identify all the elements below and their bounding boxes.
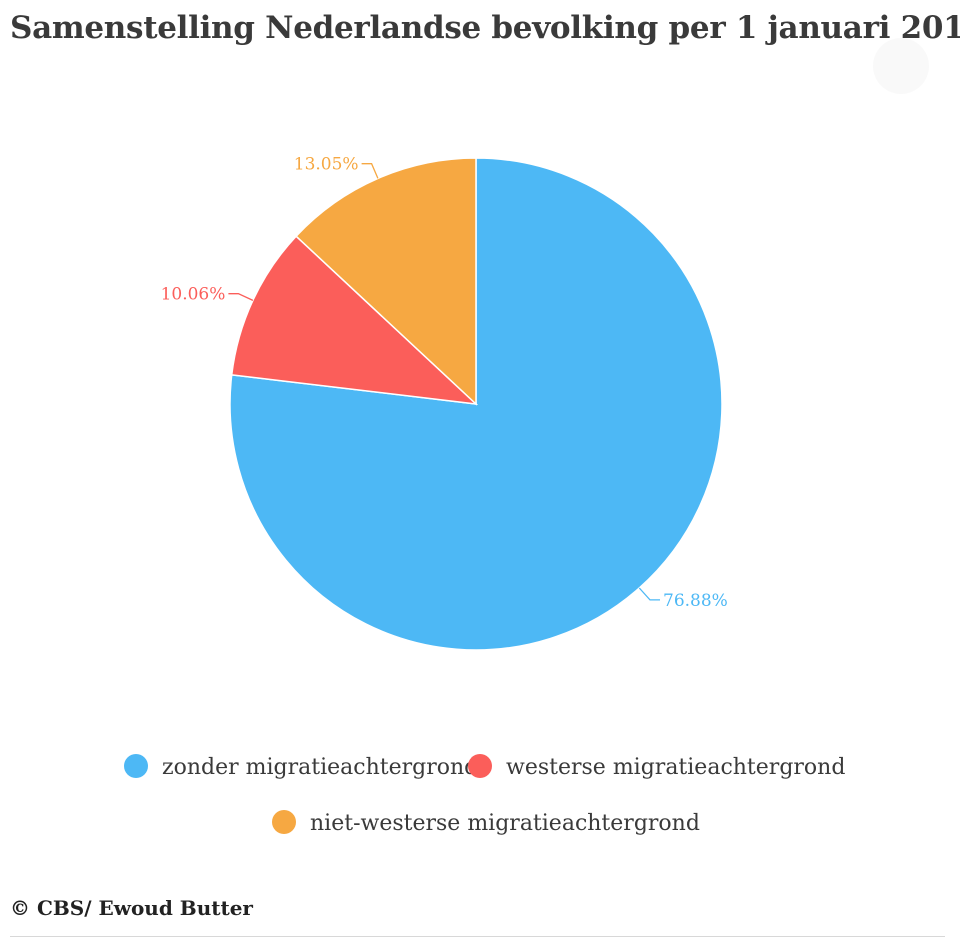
footer-divider: [10, 936, 945, 937]
label-leader-lines: [228, 163, 660, 601]
legend-label-1[interactable]: zonder migratieachtergrond: [162, 755, 478, 780]
pie-slice-3[interactable]: [295, 157, 477, 406]
share-icon[interactable]: [873, 38, 929, 94]
legend-marker-2: [468, 754, 492, 778]
legend-label-3[interactable]: niet-westerse migratieachtergrond: [310, 811, 700, 836]
legend-marker-1: [124, 754, 148, 778]
slice-labels: 76.88% 10.06% 13.05%: [161, 155, 728, 611]
label-leader-3: [361, 163, 379, 179]
pie-slice-1[interactable]: [229, 157, 723, 651]
chart-legend: zonder migratieachtergrond westerse migra…: [124, 754, 845, 836]
chart-title: Samenstelling Nederlandse bevolking per …: [10, 10, 960, 46]
label-leader-1: [638, 587, 660, 601]
legend-label-2[interactable]: westerse migratieachtergrond: [506, 755, 845, 780]
pie-slices: [229, 157, 723, 651]
label-leader-2: [228, 293, 254, 301]
slice-label-1: 76.88%: [663, 591, 728, 611]
slice-label-2: 10.06%: [161, 285, 226, 305]
legend-marker-3: [272, 810, 296, 834]
slice-label-3: 13.05%: [294, 155, 359, 175]
source-credit: © CBS/ Ewoud Butter: [10, 896, 253, 920]
